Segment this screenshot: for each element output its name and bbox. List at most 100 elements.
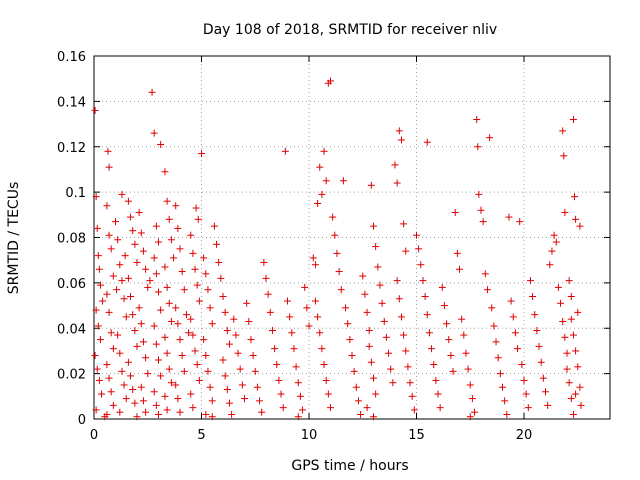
data-point — [107, 329, 115, 337]
data-point — [503, 410, 511, 418]
data-point — [329, 213, 337, 221]
data-point — [105, 231, 113, 239]
data-point — [363, 404, 371, 412]
data-point — [217, 274, 225, 282]
data-point — [320, 361, 328, 369]
grid-lines — [94, 56, 610, 419]
y-tick-label: 0.06 — [57, 277, 86, 292]
data-point — [124, 197, 132, 205]
data-point — [526, 277, 534, 285]
data-point — [157, 372, 165, 380]
data-point — [161, 168, 169, 176]
data-point — [91, 106, 99, 114]
data-point — [187, 231, 195, 239]
data-point — [96, 336, 104, 344]
data-point — [105, 374, 113, 382]
data-point — [361, 290, 369, 298]
data-point — [105, 308, 113, 316]
data-point — [462, 349, 470, 357]
data-point — [236, 365, 244, 373]
data-point — [370, 374, 377, 382]
data-point — [395, 127, 403, 135]
data-point — [118, 277, 126, 285]
data-point — [279, 404, 287, 412]
data-point — [142, 408, 150, 416]
data-point — [260, 258, 268, 266]
data-point — [122, 313, 130, 321]
data-point — [139, 247, 147, 255]
data-point — [277, 390, 285, 398]
data-point — [139, 338, 147, 346]
data-point — [318, 345, 326, 353]
data-point — [139, 397, 147, 405]
data-point — [413, 231, 420, 239]
x-tick-label: 15 — [408, 428, 425, 443]
data-point — [335, 268, 343, 276]
data-point — [432, 376, 440, 384]
data-point — [563, 365, 571, 373]
data-point — [473, 116, 481, 124]
data-point — [135, 209, 143, 217]
data-point — [223, 327, 231, 335]
data-point — [163, 197, 171, 205]
data-point — [230, 315, 238, 323]
data-point — [505, 213, 513, 221]
data-point — [572, 215, 580, 223]
data-point — [129, 227, 137, 235]
data-point — [333, 249, 341, 257]
data-point — [116, 261, 124, 269]
data-point — [152, 340, 160, 348]
data-point — [572, 347, 580, 355]
data-point — [443, 320, 451, 328]
y-axis-label: SRMTID / TECUs — [6, 182, 22, 295]
data-point — [191, 347, 199, 355]
data-point — [440, 302, 448, 310]
data-point — [397, 313, 405, 321]
data-point — [150, 129, 158, 137]
data-points — [91, 77, 585, 421]
data-point — [546, 261, 554, 269]
data-point — [468, 395, 476, 403]
data-point — [148, 88, 156, 96]
data-point — [378, 299, 386, 307]
data-point — [471, 408, 479, 416]
data-point — [542, 388, 549, 396]
data-point — [458, 315, 466, 323]
data-point — [400, 220, 408, 228]
data-point — [208, 397, 216, 405]
data-point — [571, 193, 579, 201]
data-point — [311, 261, 319, 269]
data-point — [202, 270, 210, 278]
data-point — [477, 206, 485, 214]
data-point — [322, 177, 330, 185]
data-point — [423, 311, 431, 319]
data-point — [131, 399, 139, 407]
data-point — [537, 358, 545, 366]
data-point — [94, 252, 102, 260]
data-point — [529, 292, 537, 300]
data-point — [509, 313, 517, 321]
data-point — [264, 290, 272, 298]
data-point — [133, 413, 141, 421]
data-point — [436, 404, 444, 412]
data-point — [200, 336, 208, 344]
data-point — [531, 311, 539, 319]
data-point — [155, 238, 162, 246]
data-point — [507, 297, 515, 305]
data-point — [193, 281, 201, 289]
data-point — [475, 190, 483, 198]
data-point — [105, 163, 113, 171]
data-point — [552, 238, 560, 246]
data-point — [559, 127, 567, 135]
data-point — [109, 272, 117, 280]
data-point — [486, 134, 494, 142]
data-point — [316, 163, 324, 171]
data-point — [479, 218, 487, 226]
data-point — [187, 315, 195, 323]
data-point — [256, 397, 264, 405]
data-point — [488, 304, 496, 312]
data-point — [294, 413, 302, 421]
data-point — [144, 283, 152, 291]
data-point — [389, 379, 397, 387]
data-point — [155, 410, 162, 418]
